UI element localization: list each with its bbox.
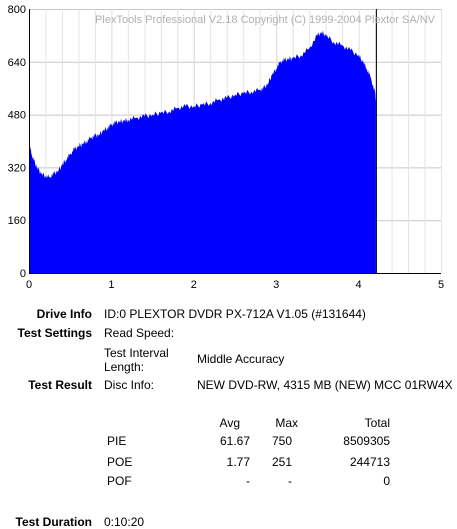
x-tick-label: 1 (108, 279, 114, 291)
test-interval-label-line1: Test Interval (104, 346, 169, 360)
y-tick-label: 0 (20, 268, 26, 280)
drive-info-value: ID:0 PLEXTOR DVDR PX-712A V1.05 (#131644… (104, 307, 366, 321)
x-tick-label: 0 (26, 279, 32, 291)
y-tick-label: 800 (8, 4, 26, 16)
results-row-max: 750 (271, 434, 292, 448)
results-header-total: Total (364, 416, 390, 430)
results-header-max: Max (275, 416, 298, 430)
y-tick-label: 640 (8, 57, 26, 69)
results-header-avg: Avg (219, 416, 240, 430)
chart-axes (29, 9, 441, 274)
results-row-avg: 1.77 (226, 455, 250, 469)
results-row-total: 8509305 (343, 434, 390, 448)
results-row-total: 0 (383, 474, 390, 488)
disc-info-value: NEW DVD-RW, 4315 MB (NEW) MCC 01RW4X (197, 378, 453, 392)
x-tick-label: 2 (191, 279, 197, 291)
disc-info-label: Disc Info: (104, 378, 155, 392)
y-tick-label: 480 (8, 110, 26, 122)
test-interval-label-line2: Length: (104, 360, 145, 374)
x-tick-label: 4 (356, 279, 362, 291)
chart-watermark: PlexTools Professional V2.18 Copyright (… (95, 14, 436, 26)
results-row-avg: 61.67 (219, 434, 250, 448)
results-row-max: 251 (271, 455, 292, 469)
chart-tick-labels: 0 160 320 480 640 800 0 1 2 3 4 5 (8, 4, 444, 291)
pie-area-series (29, 30, 376, 273)
test-result-label: Test Result (28, 378, 92, 392)
x-tick-label: 5 (438, 279, 444, 291)
y-tick-label: 160 (8, 215, 26, 227)
x-tick-label: 3 (273, 279, 279, 291)
error-rate-chart: 0 160 320 480 640 800 0 1 2 3 4 5 PlexTools Profess… (8, 4, 444, 291)
test-duration-value: 0:10:20 (104, 515, 145, 529)
test-duration-label: Test Duration (15, 515, 92, 529)
results-row-name: PIE (107, 434, 127, 448)
test-settings-label: Test Settings (17, 326, 92, 340)
results-row-name: POE (107, 455, 133, 469)
y-tick-label: 320 (8, 162, 26, 174)
test-interval-value: Middle Accuracy (197, 352, 285, 366)
results-row-total: 244713 (349, 455, 390, 469)
drive-info-label: Drive Info (36, 307, 92, 321)
results-row-max: - (288, 474, 292, 488)
results-row-name: POF (107, 474, 132, 488)
results-row-avg: - (246, 474, 250, 488)
read-speed-label: Read Speed: (104, 326, 175, 340)
